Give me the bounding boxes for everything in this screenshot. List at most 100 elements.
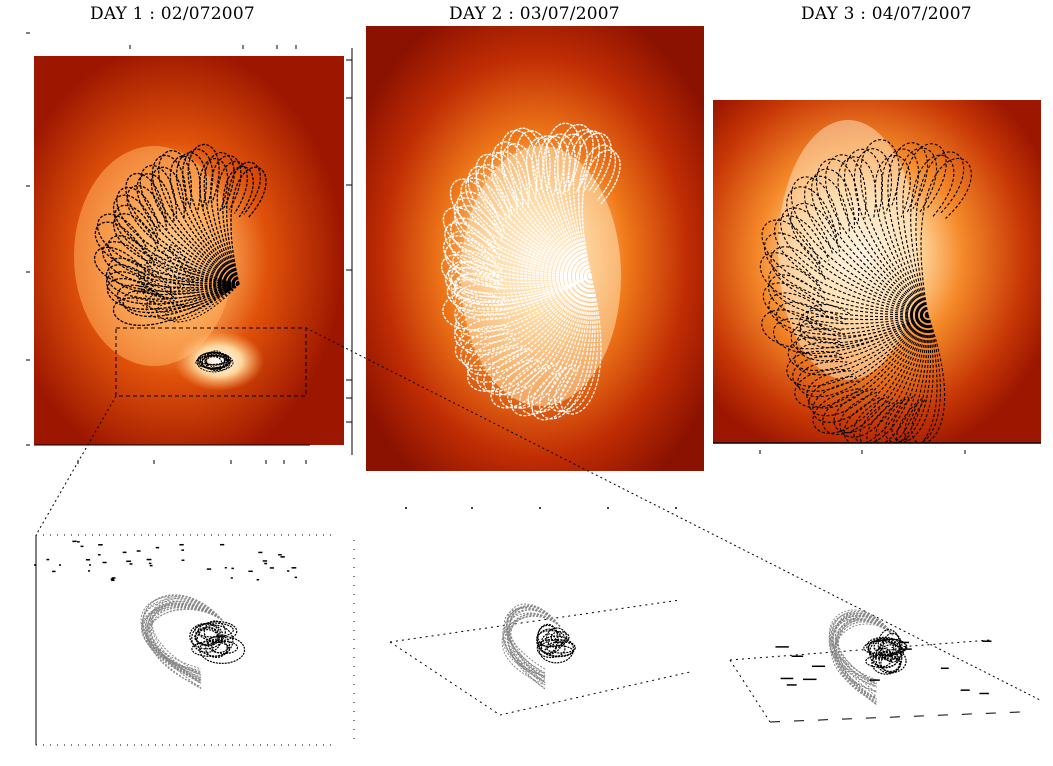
speck [258, 551, 263, 554]
field-line [568, 130, 607, 277]
field-line [761, 219, 929, 316]
zoom-day3-frame [729, 639, 1021, 723]
field-line [545, 641, 576, 654]
field-line [879, 644, 904, 660]
field-line [501, 615, 561, 686]
field-line [910, 154, 955, 316]
speck [269, 567, 274, 569]
field-line [546, 627, 568, 648]
speck [181, 559, 185, 562]
field-line [483, 275, 592, 396]
field-line [875, 642, 903, 674]
day2-title: DAY 2 : 03/07/2007 [449, 4, 620, 24]
field-line [454, 275, 592, 332]
field-line [182, 148, 240, 285]
speck [80, 545, 84, 548]
speck [291, 567, 297, 569]
field-line [867, 637, 897, 660]
field-line [114, 204, 240, 285]
field-line [770, 246, 929, 316]
field-line [450, 260, 592, 302]
field-line [798, 309, 929, 344]
field-line [447, 261, 592, 298]
speck [224, 566, 227, 569]
field-line [538, 275, 594, 420]
field-line [194, 629, 219, 646]
day3-field-lines [759, 139, 972, 443]
field-line [169, 244, 240, 288]
speck [179, 543, 184, 546]
field-line [442, 206, 592, 277]
field-line [153, 249, 240, 288]
field-line [536, 629, 566, 648]
field-line [150, 166, 240, 285]
speck [110, 578, 115, 580]
field-line [572, 132, 612, 277]
speck [149, 564, 153, 567]
field-line [146, 607, 223, 670]
field-line [808, 314, 929, 417]
field-line [490, 275, 592, 409]
zoom-box [115, 327, 307, 397]
speck [262, 560, 268, 562]
field-line [158, 150, 240, 285]
field-line [560, 275, 602, 415]
field-line [554, 133, 592, 277]
field-line [102, 241, 240, 289]
speck [231, 567, 234, 570]
field-line [460, 275, 592, 356]
speck [98, 554, 101, 556]
field-line [874, 155, 929, 316]
field-line [536, 628, 563, 655]
field-line [187, 143, 240, 285]
field-line [199, 157, 240, 285]
speck [256, 578, 260, 581]
field-line [830, 612, 894, 705]
field-line [499, 275, 592, 409]
field-line [149, 603, 223, 679]
field-line [509, 605, 561, 679]
field-line [506, 607, 561, 670]
field-line [863, 640, 903, 656]
field-line [454, 275, 592, 321]
field-line [475, 163, 592, 277]
field-line [875, 314, 930, 443]
day2-field-lines [440, 122, 621, 421]
field-line [449, 178, 592, 277]
field-line [786, 186, 929, 316]
field-line [839, 314, 929, 438]
field-line [853, 314, 929, 443]
field-line [500, 129, 592, 277]
field-line [880, 148, 929, 316]
field-line [759, 252, 929, 318]
field-line [145, 605, 223, 682]
field-line [137, 271, 240, 296]
field-line [550, 631, 570, 644]
field-line [526, 137, 592, 277]
field-line [554, 275, 599, 413]
field-line [452, 249, 592, 290]
field-line [205, 356, 223, 370]
field-line [460, 275, 592, 371]
speck [52, 570, 56, 573]
field-line [806, 314, 929, 409]
field-line [205, 638, 228, 658]
field-line [812, 314, 929, 434]
field-line [146, 597, 223, 688]
field-line [165, 283, 240, 323]
field-line [515, 130, 592, 277]
speck [111, 577, 116, 579]
field-line [773, 314, 929, 354]
field-line [450, 266, 592, 306]
speck [122, 551, 127, 554]
field-line [122, 283, 240, 318]
field-line [482, 152, 592, 277]
field-line [453, 197, 592, 277]
field-line [141, 598, 223, 690]
tick [405, 507, 407, 509]
speck [98, 544, 103, 546]
field-line [464, 275, 592, 376]
field-line [442, 235, 592, 283]
field-line [581, 149, 621, 277]
